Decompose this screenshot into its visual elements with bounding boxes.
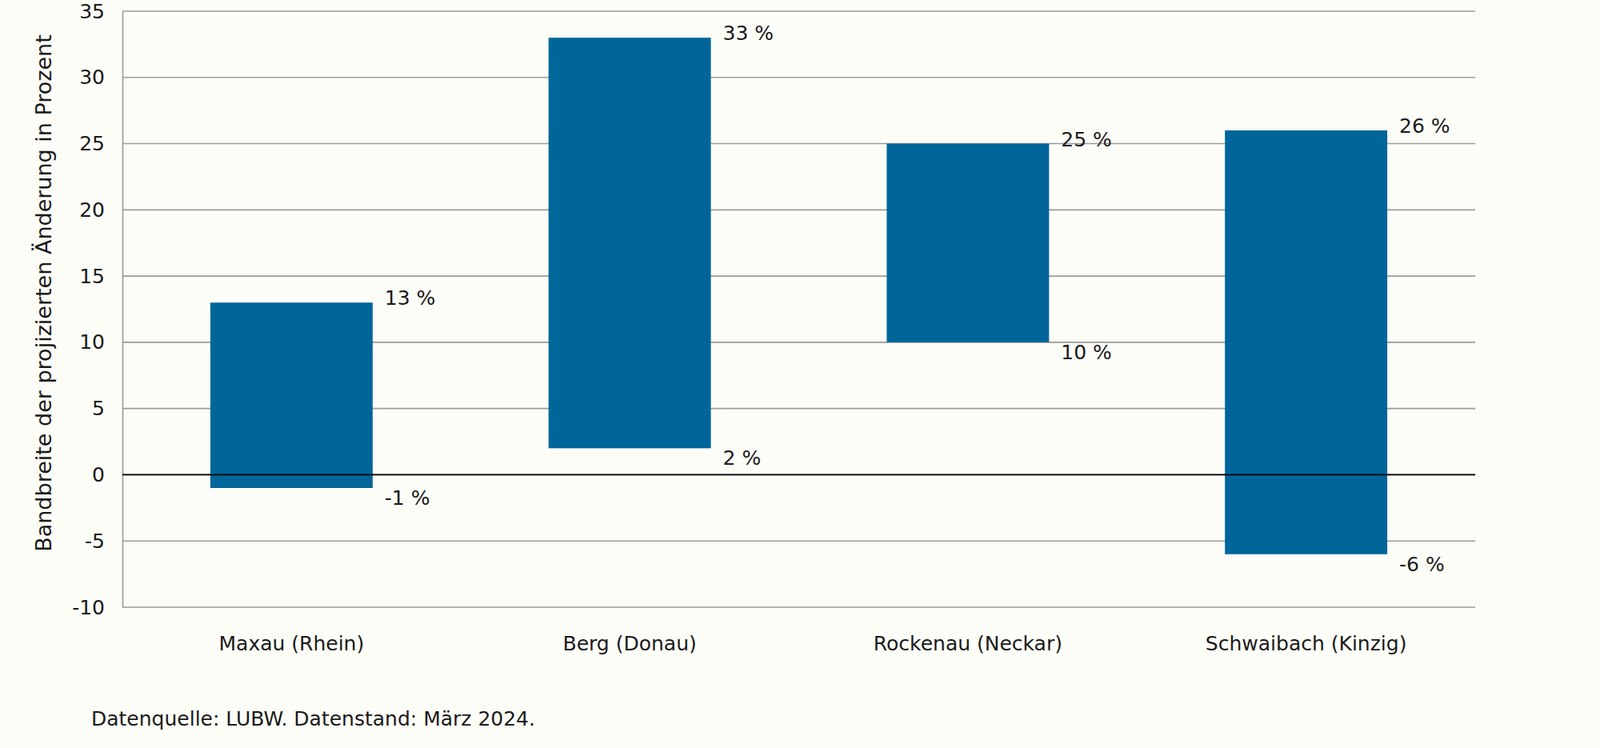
y-tick-label: 5 xyxy=(92,396,105,420)
range-bar xyxy=(886,144,1049,343)
data-label: 33 % xyxy=(723,21,775,45)
y-tick-label: 30 xyxy=(79,65,105,89)
y-tick-label: 20 xyxy=(79,198,105,222)
source-note: Datenquelle: LUBW. Datenstand: März 2024… xyxy=(91,707,536,731)
y-tick-label: 35 xyxy=(79,0,105,24)
y-tick: -5 xyxy=(84,529,123,553)
zero-line xyxy=(122,474,1476,476)
y-tick: 5 xyxy=(92,396,123,420)
bars xyxy=(210,37,1388,555)
x-tick: Schwaibach (Kinzig) xyxy=(1205,607,1408,656)
grid-line xyxy=(122,606,1476,608)
x-axis: Maxau (Rhein) Berg (Donau) Rockenau (Necka… xyxy=(123,607,1476,656)
data-label: 26 % xyxy=(1399,114,1451,138)
y-tick-label: -10 xyxy=(72,596,105,620)
x-tick-label: Maxau (Rhein) xyxy=(219,632,365,656)
y-tick: -10 xyxy=(72,596,123,620)
x-tick-label: Rockenau (Neckar) xyxy=(873,632,1063,656)
y-axis-line xyxy=(122,12,124,608)
y-tick: 30 xyxy=(79,65,123,89)
y-tick-label: 0 xyxy=(92,463,105,487)
chart: -10 -5 0 5 10 15 20 25 30 35 Maxau (Rhein) Berg (Do… xyxy=(0,0,1600,748)
data-label: -1 % xyxy=(384,486,431,510)
grid-line xyxy=(122,76,1476,79)
x-axis-line xyxy=(123,607,1476,608)
y-tick: 20 xyxy=(79,198,123,222)
range-bar xyxy=(548,37,712,448)
y-tick-label: 10 xyxy=(79,330,105,354)
data-label: 10 % xyxy=(1060,340,1112,364)
y-tick: 25 xyxy=(79,132,123,156)
x-tick: Maxau (Rhein) xyxy=(219,607,365,656)
data-label: 13 % xyxy=(384,286,436,310)
range-bar xyxy=(1224,130,1388,555)
range-bar xyxy=(210,302,373,488)
y-tick-label: -5 xyxy=(84,529,105,553)
y-tick: 0 xyxy=(92,463,123,487)
y-axis: -10 -5 0 5 10 15 20 25 30 35 xyxy=(72,0,123,620)
y-tick: 35 xyxy=(79,0,123,24)
grid-line xyxy=(122,474,1476,476)
y-tick-label: 15 xyxy=(79,264,105,288)
x-tick-label: Schwaibach (Kinzig) xyxy=(1205,632,1408,656)
x-tick: Rockenau (Neckar) xyxy=(873,607,1063,656)
x-tick: Berg (Donau) xyxy=(563,607,697,656)
grid xyxy=(122,11,1476,608)
y-tick: 15 xyxy=(79,264,123,288)
y-tick: 10 xyxy=(79,330,123,354)
data-label: 25 % xyxy=(1060,128,1112,152)
grid-line xyxy=(122,10,1476,12)
data-label: -6 % xyxy=(1399,552,1445,576)
data-labels: -1 % 13 % 2 % 33 % 10 % 25 % -6 % 26 % xyxy=(384,21,1451,576)
y-axis-title: Bandbreite der projizierten Änderung in … xyxy=(31,34,56,552)
y-tick-label: 25 xyxy=(79,132,105,156)
data-label: 2 % xyxy=(723,446,762,470)
x-tick-label: Berg (Donau) xyxy=(563,632,697,656)
